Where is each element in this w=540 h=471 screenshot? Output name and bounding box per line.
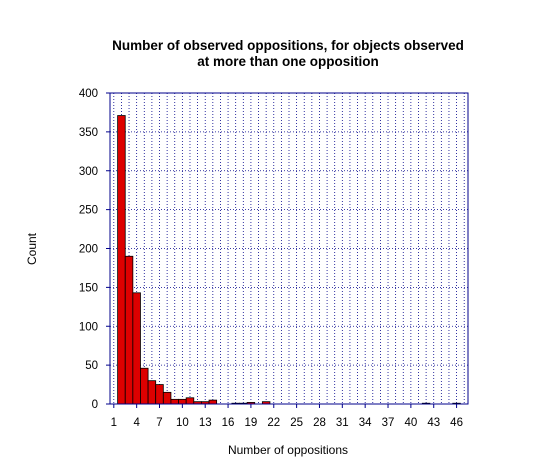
x-tick-label-28: 28 (313, 417, 326, 429)
bar-x-14 (208, 399, 218, 405)
x-tick-label-46: 46 (450, 417, 463, 429)
x-tick-label-43: 43 (427, 417, 440, 429)
bar-x-6 (147, 380, 157, 405)
x-tick-label-10: 10 (176, 417, 189, 429)
x-tick-label-25: 25 (290, 417, 303, 429)
y-tick-label-250: 250 (79, 205, 98, 217)
x-tick-label-37: 37 (382, 417, 395, 429)
bar-x-10 (178, 398, 187, 405)
x-tick-label-40: 40 (404, 417, 417, 429)
x-tick-label-13: 13 (199, 417, 212, 429)
tick-labels: 0 50 100 150 200 250 300 350 400 1 4 7 10 13 16 19 22 25 2… (79, 88, 463, 429)
x-tick-label-7: 7 (156, 417, 162, 429)
bar-x-11 (185, 397, 195, 405)
x-tick-label-31: 31 (336, 417, 349, 429)
y-tick-label-50: 50 (85, 360, 98, 372)
y-tick-label-400: 400 (79, 88, 98, 100)
gridlines (110, 92, 468, 404)
bar-x-5 (140, 367, 149, 405)
bar-x-2 (117, 115, 126, 405)
x-tick-label-19: 19 (245, 417, 258, 429)
y-tick-label-100: 100 (79, 321, 98, 333)
y-tick-label-350: 350 (79, 127, 98, 139)
y-tick-label-300: 300 (79, 166, 98, 178)
bars (117, 115, 461, 405)
y-tick-label-0: 0 (92, 399, 98, 411)
plot-frame (106, 92, 469, 408)
y-tick-label-150: 150 (79, 282, 98, 294)
x-tick-label-16: 16 (222, 417, 235, 429)
x-axis-label: Number of oppositions (228, 443, 348, 457)
x-tick-label-1: 1 (111, 417, 117, 429)
x-tick-label-34: 34 (359, 417, 372, 429)
chart-title-line-2: at more than one opposition (197, 54, 379, 69)
x-tick-label-4: 4 (133, 417, 140, 429)
chart-title-line-1: Number of observed oppositions, for obje… (112, 38, 464, 53)
bar-x-3 (124, 255, 134, 405)
y-tick-label-200: 200 (79, 244, 98, 256)
bar-x-8 (162, 391, 172, 405)
bar-x-7 (155, 384, 164, 405)
x-tick-label-22: 22 (267, 417, 280, 429)
y-axis-label: Count (25, 232, 39, 265)
bar-x-9 (170, 398, 179, 405)
bar-x-4 (132, 292, 141, 405)
